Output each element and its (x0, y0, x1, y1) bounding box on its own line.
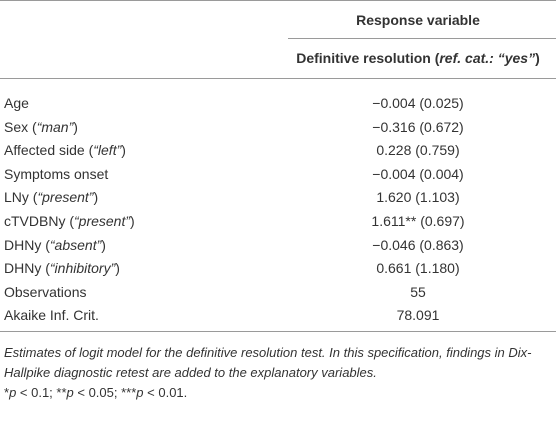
note-part: < 0.01. (143, 385, 188, 400)
label-part: “man” (36, 118, 74, 135)
label-part: “left” (93, 142, 122, 159)
label-part: “absent” (49, 236, 102, 253)
top-rule (0, 0, 556, 1)
group-rule (288, 38, 556, 39)
row-value: 1.611** (0.697) (371, 213, 465, 229)
header-part: ) (535, 50, 540, 66)
label-part: Akaike Inf. Crit. (4, 307, 99, 324)
column-header: Definitive resolution (ref. cat.: “yes”) (290, 49, 546, 67)
table-note: Estimates of logit model for the definit… (4, 345, 532, 380)
row-label: Akaike Inf. Crit. (4, 306, 99, 324)
row-value: 0.228 (0.759) (376, 142, 460, 159)
label-part: Age (4, 95, 29, 111)
row-label: Sex (“man”) (4, 118, 78, 136)
significance-note: *p < 0.1; **p < 0.05; ***p < 0.01. (4, 383, 187, 403)
row-label: DHNy (“inhibitory”) (4, 259, 120, 277)
label-part: “inhibitory” (49, 260, 116, 277)
row-label: Observations (4, 283, 86, 301)
row-value: 78.091 (396, 307, 440, 324)
row-value: 1.620 (1.103) (376, 189, 460, 206)
label-part: Symptoms onset (4, 165, 109, 182)
label-part: ) (73, 118, 78, 135)
label-part: Observations (4, 283, 87, 300)
label-part: ) (121, 142, 126, 159)
label-part: ) (93, 189, 99, 206)
label-part: ) (101, 236, 106, 253)
row-label: Symptoms onset (4, 165, 108, 183)
label-part: ) (130, 213, 135, 229)
label-part: ) (115, 260, 120, 277)
label-part: DHNy ( (4, 236, 50, 253)
row-value: −0.046 (0.863) (372, 236, 464, 253)
column-group-header: Response variable (356, 12, 480, 28)
row-value: 55 (410, 283, 426, 300)
row-value: −0.004 (0.004) (372, 165, 464, 182)
label-part: Affected side ( (4, 142, 94, 159)
header-part: ref. cat.: “yes” (439, 50, 536, 66)
label-part: LNy ( (4, 189, 38, 206)
note-part: < 0.05; *** (73, 385, 137, 400)
row-value: 0.661 (1.180) (376, 260, 460, 277)
note-part: < 0.1; ** (16, 385, 67, 400)
label-part: cTVDBNy ( (4, 213, 74, 229)
row-label: LNy (“present”) (4, 188, 98, 206)
label-part: “present” (74, 213, 131, 229)
row-label: Age (4, 94, 29, 112)
row-label: DHNy (“absent”) (4, 236, 106, 254)
note-part: * (4, 385, 10, 400)
note-part: p (66, 385, 74, 400)
header-part: Definitive resolution ( (296, 50, 440, 66)
row-value: −0.004 (0.025) (372, 95, 464, 111)
label-part: “present” (37, 189, 94, 206)
row-label: Affected side (“left”) (4, 141, 126, 159)
note-part: p (9, 385, 17, 400)
row-label: cTVDBNy (“present”) (4, 212, 135, 230)
bottom-rule (0, 331, 556, 332)
label-part: DHNy ( (4, 260, 50, 277)
label-part: Sex ( (4, 118, 37, 135)
note-part: p (136, 385, 144, 400)
row-value: −0.316 (0.672) (372, 118, 464, 135)
header-rule (0, 78, 556, 79)
